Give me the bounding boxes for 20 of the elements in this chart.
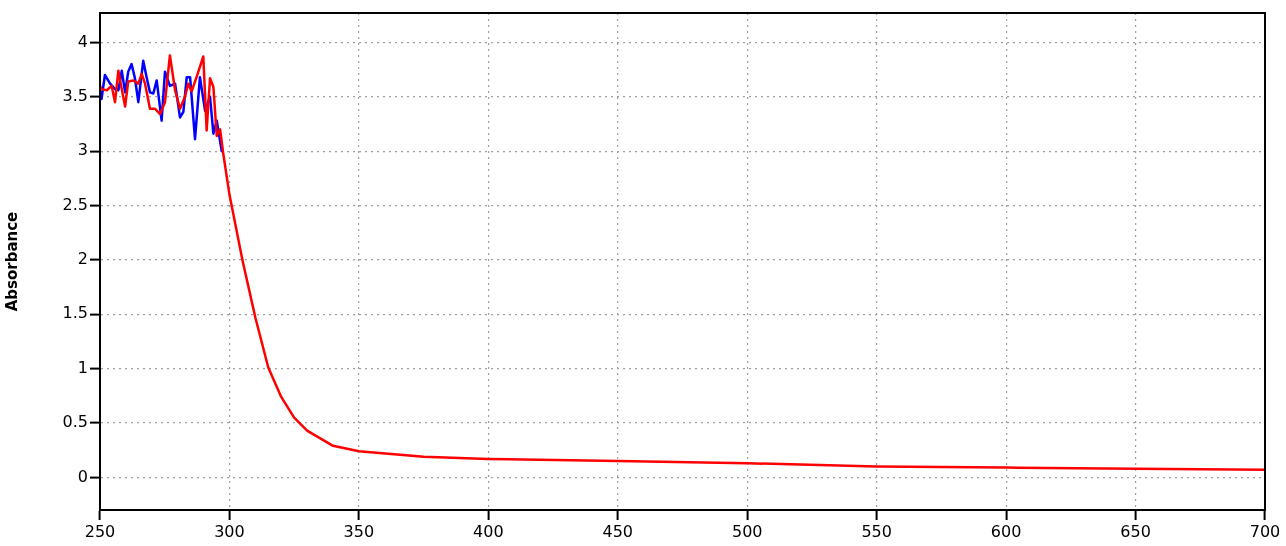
x-tick-label: 350 [343,521,375,541]
y-axis-title: Absorbance [2,211,21,312]
x-tick-label: 700 [1249,521,1281,541]
x-tick-label: 400 [473,521,504,541]
x-tick-label: 450 [602,521,634,541]
x-tick-label: 600 [990,521,1022,541]
y-tick-label: 0 [77,466,88,486]
y-tick-label: 2 [77,249,88,269]
x-tick-label: 500 [731,521,763,541]
y-tick-label: 3.5 [62,85,88,105]
y-tick-label: 3 [77,140,88,160]
y-tick-label: 0.5 [62,412,88,432]
y-tick-label: 1.5 [62,303,88,323]
x-tick-label: 300 [214,521,245,541]
x-tick-label: 550 [861,521,892,541]
x-tick-label: 250 [84,521,116,541]
y-tick-label: 4 [77,31,88,51]
y-tick-label: 1 [77,357,88,377]
x-tick-label: 650 [1120,521,1151,541]
y-tick-label: 2.5 [62,194,88,214]
